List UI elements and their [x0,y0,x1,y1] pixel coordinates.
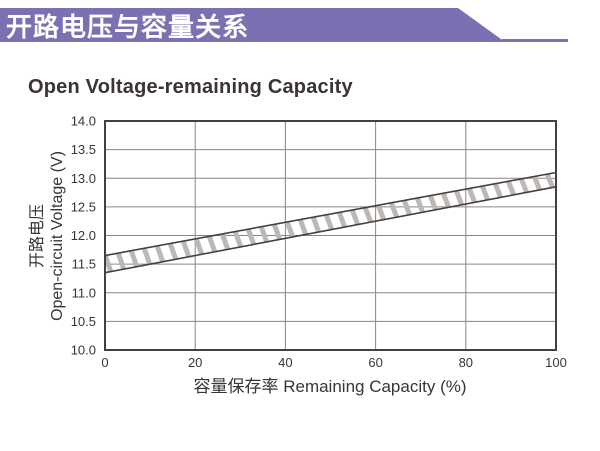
y-tick-label: 10.0 [71,343,96,358]
chart-title: Open Voltage-remaining Capacity [28,76,353,98]
y-tick-label: 10.5 [71,314,96,329]
band-lower-edge [104,186,557,274]
x-tick-label: 80 [459,355,473,370]
band-upper-edge [104,171,557,257]
header-banner-tail-line [502,39,568,42]
plot-border [104,120,557,351]
y-tick-label: 12.0 [71,228,96,243]
y-tick-label: 12.5 [71,199,96,214]
header-banner: 开路电压与容量关系 [0,8,505,42]
x-tick-label: 100 [545,355,567,370]
x-tick-label: 0 [101,355,108,370]
x-tick-label: 60 [368,355,382,370]
y-tick-label: 14.0 [71,114,96,129]
y-tick-label: 11.5 [72,257,96,272]
x-tick-label: 40 [278,355,292,370]
y-axis-title-en: Open-circuit Voltage (V) [49,151,66,321]
y-tick-label: 13.0 [71,171,96,186]
y-axis-title: 开路电压 Open-circuit Voltage (V) [28,151,68,321]
y-tick-label: 11.0 [72,285,96,300]
x-tick-label: 20 [188,355,202,370]
x-axis-title: 容量保存率 Remaining Capacity (%) [193,377,467,396]
y-tick-label: 13.5 [71,142,96,157]
y-axis-title-cn: 开路电压 [29,203,46,269]
hatch-stripe [559,168,567,188]
page-title: 开路电压与容量关系 [6,11,250,42]
